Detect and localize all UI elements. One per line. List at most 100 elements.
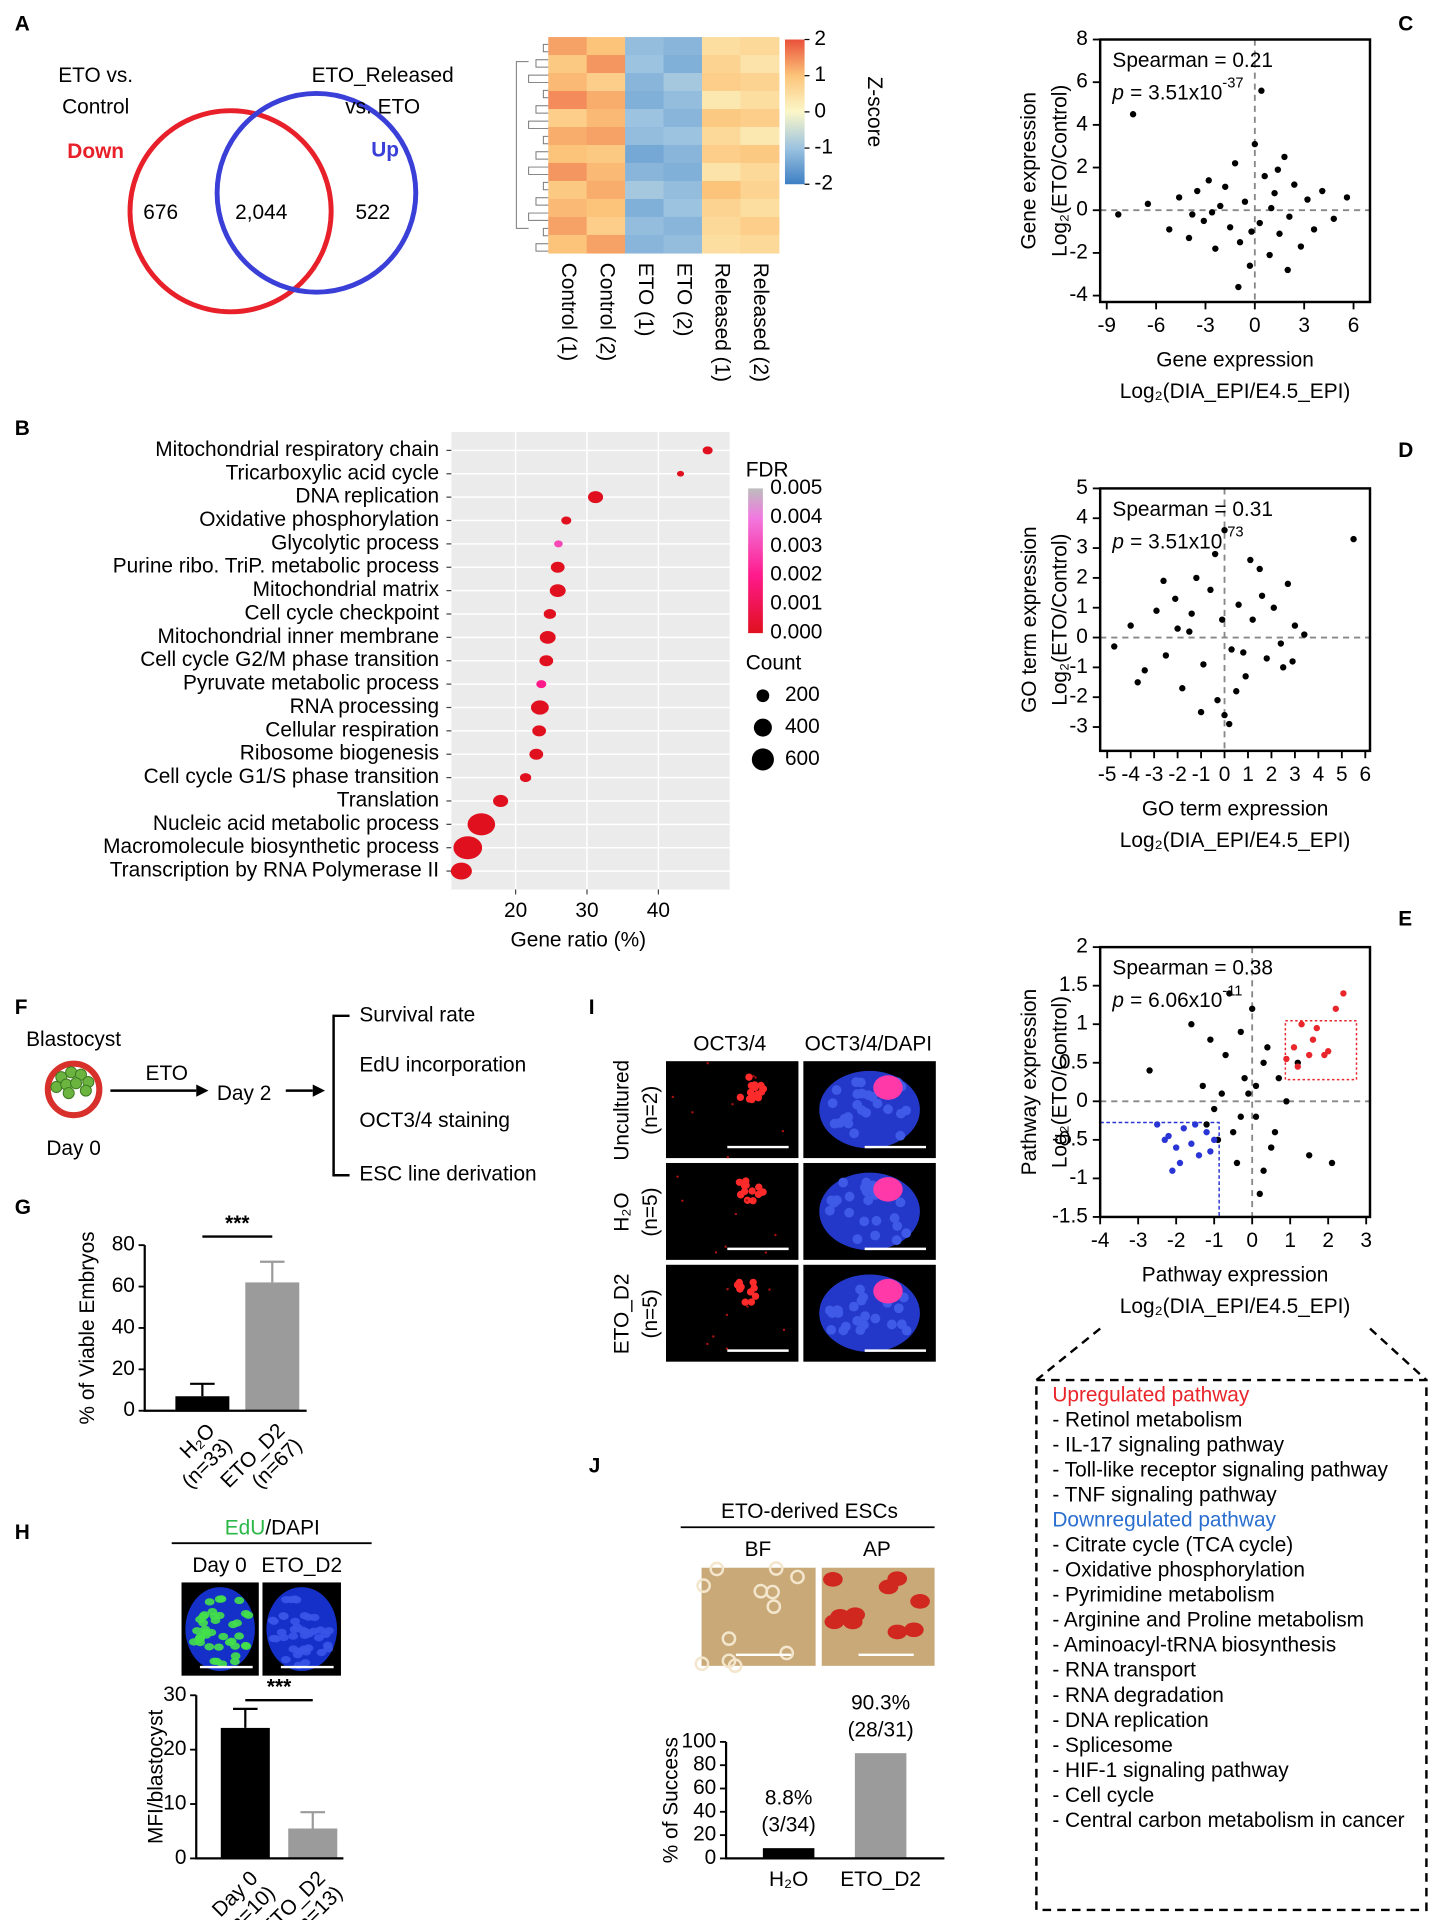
colorbar-tick-label: -1 bbox=[814, 136, 833, 159]
data-point bbox=[1207, 1148, 1214, 1155]
data-point bbox=[1276, 230, 1283, 237]
data-point bbox=[1271, 189, 1278, 197]
image-row-label: (n=5) bbox=[639, 1289, 662, 1338]
embryo-cell bbox=[79, 1084, 92, 1097]
micrograph-nucleus bbox=[290, 1617, 301, 1626]
x-tick-label: ETO (2) bbox=[672, 263, 695, 337]
heatmap-cell bbox=[586, 198, 626, 218]
pathway-item: - Retinol metabolism bbox=[1052, 1409, 1242, 1432]
data-point bbox=[1174, 625, 1181, 632]
x-tick-label: Released (1) bbox=[711, 263, 734, 382]
data-point bbox=[1240, 649, 1247, 656]
image-row-label: Uncultured bbox=[611, 1060, 634, 1161]
heatmap-cell bbox=[548, 91, 588, 110]
error-bar bbox=[190, 1382, 215, 1397]
micrograph-colony bbox=[887, 1624, 908, 1640]
y-tick-label: 10 bbox=[163, 1792, 186, 1815]
data-point bbox=[1115, 211, 1122, 218]
micrograph-nucleus bbox=[224, 1638, 235, 1647]
micrograph-nucleus bbox=[322, 1641, 333, 1650]
data-point bbox=[1199, 1082, 1206, 1090]
micrograph-signal bbox=[774, 1233, 777, 1237]
p-symbol: p bbox=[1111, 989, 1124, 1012]
data-point bbox=[1261, 172, 1268, 180]
dot bbox=[543, 609, 557, 619]
colorbar-tick-label: 1 bbox=[814, 63, 826, 86]
micrograph-nucleus bbox=[844, 1207, 855, 1218]
venn-count: 522 bbox=[355, 201, 390, 224]
data-point bbox=[1194, 187, 1201, 195]
micrograph-nucleus bbox=[827, 1098, 838, 1109]
x-tick-label: 5 bbox=[1336, 763, 1348, 786]
micrograph-nucleus bbox=[835, 1118, 845, 1128]
x-tick-label: 40 bbox=[647, 899, 670, 922]
micrograph-colony bbox=[694, 1656, 710, 1672]
heatmap-cell bbox=[663, 162, 703, 182]
embryo-cell bbox=[50, 1080, 63, 1093]
micrograph-nucleus bbox=[297, 1626, 308, 1634]
legend-size-key bbox=[753, 718, 772, 737]
pathway-item: - Pyrimidine metabolism bbox=[1052, 1584, 1274, 1607]
y-tick-label: 5 bbox=[1076, 476, 1088, 499]
data-point bbox=[1207, 586, 1214, 594]
y-tick-label: Glycolytic process bbox=[271, 531, 439, 554]
colorbar-tick-label: 2 bbox=[814, 27, 826, 50]
venn-title: vs. ETO bbox=[345, 96, 420, 119]
heatmap-cell bbox=[548, 180, 588, 200]
bar bbox=[220, 1727, 270, 1859]
micrograph-signal bbox=[768, 1288, 771, 1291]
annotation: p = 6.06x10-11 bbox=[1111, 983, 1242, 1011]
heatmap-cell bbox=[625, 180, 665, 200]
data-point bbox=[1189, 211, 1196, 218]
legend-tick-label: 0.001 bbox=[770, 592, 822, 615]
dendrogram bbox=[515, 61, 529, 229]
heatmap-cell bbox=[663, 127, 703, 146]
data-point bbox=[1350, 535, 1357, 543]
legend-size-key bbox=[751, 748, 774, 771]
y-tick-label: Cell cycle G2/M phase transition bbox=[140, 648, 439, 671]
micrograph-nucleus bbox=[870, 1230, 881, 1241]
data-point bbox=[1291, 181, 1298, 188]
y-axis-label: Log₂(ETO/Control) bbox=[1048, 534, 1071, 706]
y-tick-label: Pyruvate metabolic process bbox=[183, 672, 439, 695]
y-tick-label: 1.5 bbox=[1059, 973, 1088, 996]
micrograph-colony bbox=[824, 1614, 845, 1630]
bar bbox=[288, 1828, 338, 1859]
x-tick-label: 0 bbox=[1246, 1229, 1258, 1252]
legend-tick-label: 600 bbox=[785, 747, 820, 770]
y-tick-label: 30 bbox=[163, 1683, 186, 1706]
micrograph-nucleus bbox=[849, 1128, 860, 1139]
colorbar-tick-label: -2 bbox=[814, 172, 833, 195]
legend-title: FDR bbox=[746, 459, 789, 482]
micrograph-nucleus bbox=[895, 1197, 906, 1208]
micrograph-nucleus bbox=[189, 1638, 199, 1646]
legend-tick-label: 0.003 bbox=[770, 534, 822, 557]
pathway-item: - Toll-like receptor signaling pathway bbox=[1052, 1459, 1388, 1482]
y-tick-label: 0.5 bbox=[1059, 1050, 1088, 1073]
data-point bbox=[1309, 1036, 1317, 1043]
venn-title: ETO_Released bbox=[312, 64, 454, 87]
heatmap-cell bbox=[548, 127, 588, 146]
micrograph-nucleus bbox=[901, 1228, 912, 1239]
pathway-box bbox=[1035, 1378, 1428, 1912]
data-point bbox=[1306, 1051, 1313, 1059]
flow-label: Blastocyst bbox=[26, 1028, 121, 1051]
heatmap-cell bbox=[625, 144, 665, 164]
y-tick-label: Oxidative phosphorylation bbox=[199, 508, 439, 531]
x-tick-label: H₂O bbox=[769, 1868, 808, 1891]
heatmap-cell bbox=[663, 109, 703, 128]
data-point bbox=[1210, 1105, 1218, 1113]
data-point bbox=[1207, 1036, 1214, 1043]
dendrogram bbox=[535, 243, 549, 252]
heatmap-cell bbox=[740, 198, 780, 218]
data-point bbox=[1297, 243, 1305, 250]
data-point bbox=[1233, 688, 1240, 695]
micrograph-nucleus bbox=[218, 1632, 229, 1641]
micrograph-nucleus bbox=[214, 1595, 225, 1603]
micrograph bbox=[665, 1162, 799, 1260]
y-tick-label: 60 bbox=[112, 1274, 135, 1297]
data-point bbox=[1306, 1152, 1313, 1159]
data-point bbox=[1279, 664, 1287, 671]
micrograph-nucleus bbox=[838, 1325, 849, 1336]
